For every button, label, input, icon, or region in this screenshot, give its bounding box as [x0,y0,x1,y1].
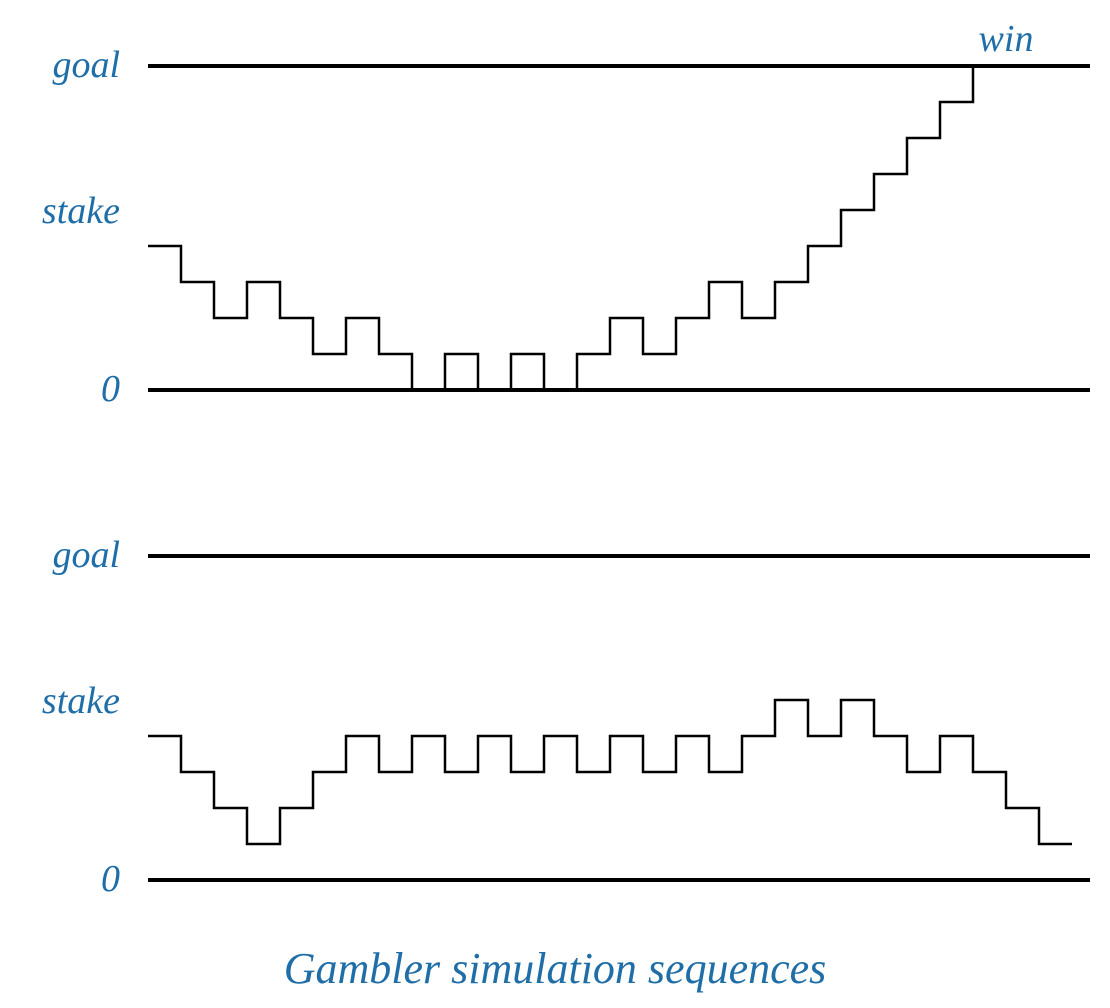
caption-label: Gambler simulation sequences [0,943,1110,994]
chart2-goal-label: goal [20,533,120,577]
chart1-stake-label: stake [20,189,120,233]
win-label: win [956,17,1056,61]
chart2-zero-label: 0 [20,857,120,901]
chart1-zero-label: 0 [20,367,120,411]
chart-svg [0,0,1110,1008]
chart1-goal-label: goal [20,43,120,87]
chart2-stake-label: stake [20,679,120,723]
